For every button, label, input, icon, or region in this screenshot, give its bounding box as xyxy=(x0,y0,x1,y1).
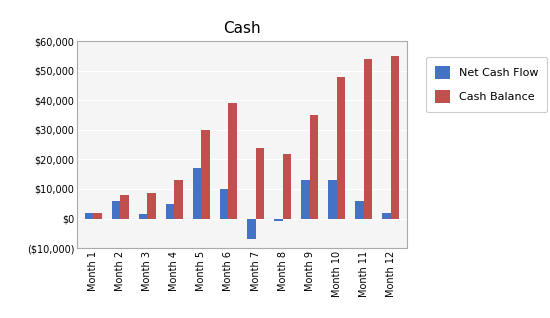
Bar xyxy=(355,201,364,218)
Bar xyxy=(382,213,390,218)
Bar xyxy=(390,56,399,218)
Bar xyxy=(147,193,156,218)
Bar xyxy=(301,180,310,218)
Bar xyxy=(192,168,201,218)
Bar xyxy=(256,148,264,218)
Bar xyxy=(364,59,372,218)
Bar xyxy=(139,214,147,218)
Bar xyxy=(166,204,174,218)
Bar xyxy=(112,201,120,218)
Legend: Net Cash Flow, Cash Balance: Net Cash Flow, Cash Balance xyxy=(426,57,547,112)
Bar xyxy=(120,195,129,218)
Bar xyxy=(228,103,237,218)
Bar xyxy=(201,130,210,218)
Bar xyxy=(328,180,337,218)
Bar xyxy=(310,115,318,218)
Bar xyxy=(247,218,256,239)
Bar xyxy=(337,77,345,218)
Bar xyxy=(274,218,283,221)
Bar xyxy=(283,154,292,218)
Bar xyxy=(220,189,228,218)
Bar xyxy=(85,213,94,218)
Title: Cash: Cash xyxy=(223,21,261,36)
Bar xyxy=(94,213,102,218)
Bar xyxy=(174,180,183,218)
